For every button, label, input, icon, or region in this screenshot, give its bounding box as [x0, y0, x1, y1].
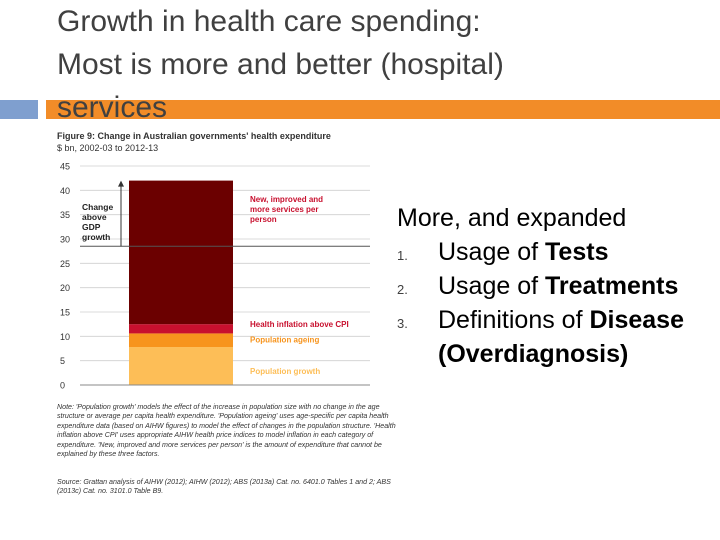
bullet-number: 1. [397, 248, 408, 263]
bullet-bold-text: Disease (Overdiagnosis) [438, 306, 684, 368]
bar-segment [129, 180, 233, 325]
bullet-text: Definitions of [438, 306, 590, 334]
bullet-heading: More, and expanded [397, 204, 627, 232]
title-accent-bar-blue [0, 100, 38, 119]
bullet-bold-text: Treatments [545, 272, 679, 300]
y-tick-label: 20 [60, 283, 70, 293]
y-tick-label: 40 [60, 186, 70, 196]
bar-segment [129, 333, 233, 348]
figure-source: Source: Grattan analysis of AIHW (2012);… [57, 478, 391, 496]
figure-note: Note: 'Population growth' models the eff… [57, 403, 396, 459]
bullet-text: Usage of [438, 238, 546, 266]
slide-title: Growth in health care spending: Most is … [57, 5, 504, 124]
bullet-bold-text: Tests [545, 238, 609, 266]
series-label: New, improved and more services per person [250, 195, 323, 224]
bullet-number: 2. [397, 282, 408, 297]
y-tick-label: 35 [60, 210, 70, 220]
figure-subtitle: $ bn, 2002-03 to 2012-13 [57, 143, 159, 153]
bullet-list: More, and expanded 1. Usage of Tests 2. … [397, 201, 717, 371]
y-tick-label: 45 [60, 162, 70, 172]
y-tick-label: 15 [60, 308, 70, 318]
y-tick-label: 30 [60, 235, 70, 245]
y-tick-label: 0 [60, 381, 65, 391]
bar-segment [129, 347, 233, 385]
bullet-item-disease: 3. Definitions of Disease (Overdiagnosis… [397, 303, 717, 371]
bullet-item-treatments: 2. Usage of Treatments [397, 269, 717, 303]
annotation-arrow-head [118, 180, 124, 187]
bullet-number: 3. [397, 316, 408, 331]
series-label: Health inflation above CPI [250, 320, 349, 329]
figure-title: Figure 9: Change in Australian governmen… [57, 131, 331, 141]
bar-segment [129, 324, 233, 334]
title-accent-bar-orange [46, 100, 720, 119]
y-tick-label: 5 [60, 356, 65, 366]
annotation-label: Change above GDP growth [82, 202, 113, 242]
bullet-text: Usage of [438, 272, 546, 300]
y-tick-label: 10 [60, 332, 70, 342]
series-label: Population growth [250, 367, 320, 376]
y-tick-label: 25 [60, 259, 70, 269]
series-label: Population ageing [250, 336, 319, 345]
bullet-item-tests: 1. Usage of Tests [397, 235, 717, 269]
